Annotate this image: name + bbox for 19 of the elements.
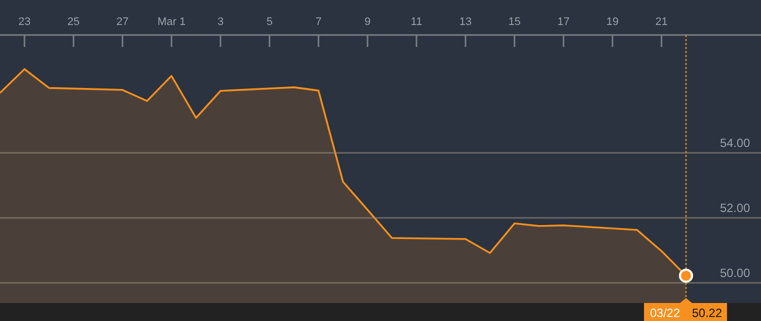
x-tick-label: 5 xyxy=(266,16,273,28)
x-tick-label: 3 xyxy=(217,16,224,28)
x-tick-label: 15 xyxy=(508,16,521,28)
annotation: 50.22 xyxy=(692,306,722,320)
annotation: 03/22 xyxy=(650,306,680,320)
x-tick-label: 9 xyxy=(364,16,371,28)
x-tick-label: 13 xyxy=(459,16,472,28)
x-tick-label: 19 xyxy=(606,16,619,28)
y-tick-label: 54.00 xyxy=(720,136,750,150)
x-tick-label: 25 xyxy=(67,16,80,28)
x-tick-label: 7 xyxy=(315,16,322,28)
x-tick-label: 11 xyxy=(410,16,422,28)
x-tick-label: 23 xyxy=(18,16,31,28)
x-tick-label: Mar 1 xyxy=(157,16,186,28)
x-tick-label: 27 xyxy=(116,16,129,28)
x-tick-label: 17 xyxy=(557,16,570,28)
y-tick-label: 52.00 xyxy=(720,200,750,215)
x-tick-label: 21 xyxy=(655,16,668,28)
y-tick-label: 50.00 xyxy=(720,266,750,280)
